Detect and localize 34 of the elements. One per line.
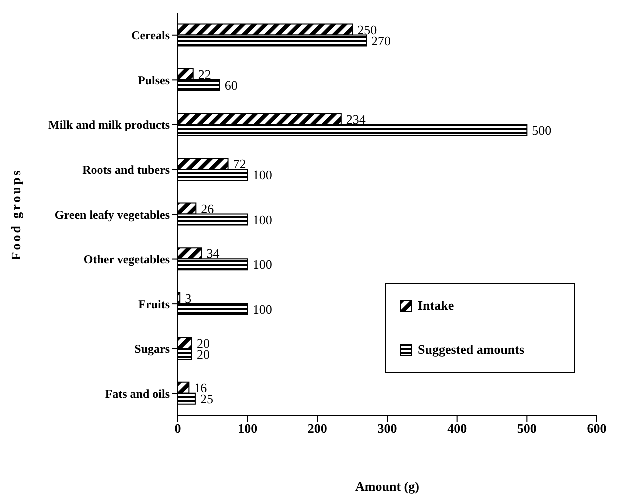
legend-label: Suggested amounts bbox=[418, 342, 525, 358]
data-label: 250 bbox=[358, 22, 378, 38]
data-label: 72 bbox=[233, 156, 246, 172]
data-label: 60 bbox=[224, 78, 238, 94]
x-tick-label: 400 bbox=[448, 421, 468, 436]
y-tick-label: Fruits bbox=[138, 297, 170, 312]
data-label: 3 bbox=[185, 290, 192, 306]
data-label: 234 bbox=[346, 112, 366, 127]
x-axis-title: Amount (g) bbox=[356, 479, 420, 494]
x-tick-label: 600 bbox=[587, 421, 607, 436]
y-tick-label: Green leafy vegetables bbox=[54, 208, 170, 222]
legend-label: Intake bbox=[418, 298, 454, 314]
y-tick-label: Sugars bbox=[134, 342, 170, 356]
data-label: 100 bbox=[252, 168, 272, 183]
data-label: 20 bbox=[196, 336, 210, 351]
y-tick-label: Roots and tubers bbox=[82, 162, 170, 177]
x-tick-label: 200 bbox=[308, 421, 328, 436]
y-tick-label: Cereals bbox=[132, 28, 170, 43]
data-label: 500 bbox=[532, 122, 552, 138]
data-label: 100 bbox=[252, 257, 272, 272]
data-label: 22 bbox=[198, 67, 212, 82]
x-tick-label: 300 bbox=[378, 421, 398, 436]
y-tick-label: Fats and oils bbox=[105, 386, 170, 401]
y-tick-label: Pulses bbox=[138, 73, 170, 88]
y-axis-title: Food groups bbox=[8, 168, 24, 260]
data-label: 34 bbox=[206, 246, 220, 262]
data-label: 26 bbox=[201, 201, 215, 216]
y-tick-label: Other vegetables bbox=[84, 252, 170, 267]
x-tick-label: 100 bbox=[238, 421, 258, 436]
x-tick-label: 500 bbox=[517, 421, 537, 436]
data-label: 100 bbox=[252, 302, 272, 317]
x-tick-label: 0 bbox=[174, 421, 182, 436]
data-label: 100 bbox=[252, 212, 272, 228]
y-tick-label: Milk and milk products bbox=[48, 118, 170, 132]
